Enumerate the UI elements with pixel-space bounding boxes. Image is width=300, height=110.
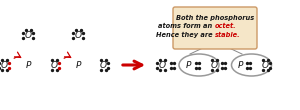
Text: Hence they are: Hence they are: [156, 32, 215, 38]
Text: O: O: [99, 61, 106, 70]
Text: O: O: [0, 61, 8, 70]
Text: O: O: [184, 30, 192, 39]
Text: O: O: [74, 30, 82, 39]
Text: atoms form an: atoms form an: [158, 23, 215, 29]
Text: O: O: [261, 61, 268, 70]
Text: P: P: [75, 61, 81, 70]
Text: octet.: octet.: [215, 23, 237, 29]
Text: stable.: stable.: [215, 32, 241, 38]
Text: O: O: [234, 30, 242, 39]
Text: O: O: [210, 61, 218, 70]
Text: P: P: [25, 61, 31, 70]
Text: Both the phosphorus: Both the phosphorus: [176, 15, 254, 21]
Text: O: O: [24, 30, 32, 39]
FancyBboxPatch shape: [173, 7, 257, 49]
Text: P: P: [185, 61, 191, 70]
Text: O: O: [158, 61, 166, 70]
Text: O: O: [50, 61, 58, 70]
Text: P: P: [237, 61, 243, 70]
